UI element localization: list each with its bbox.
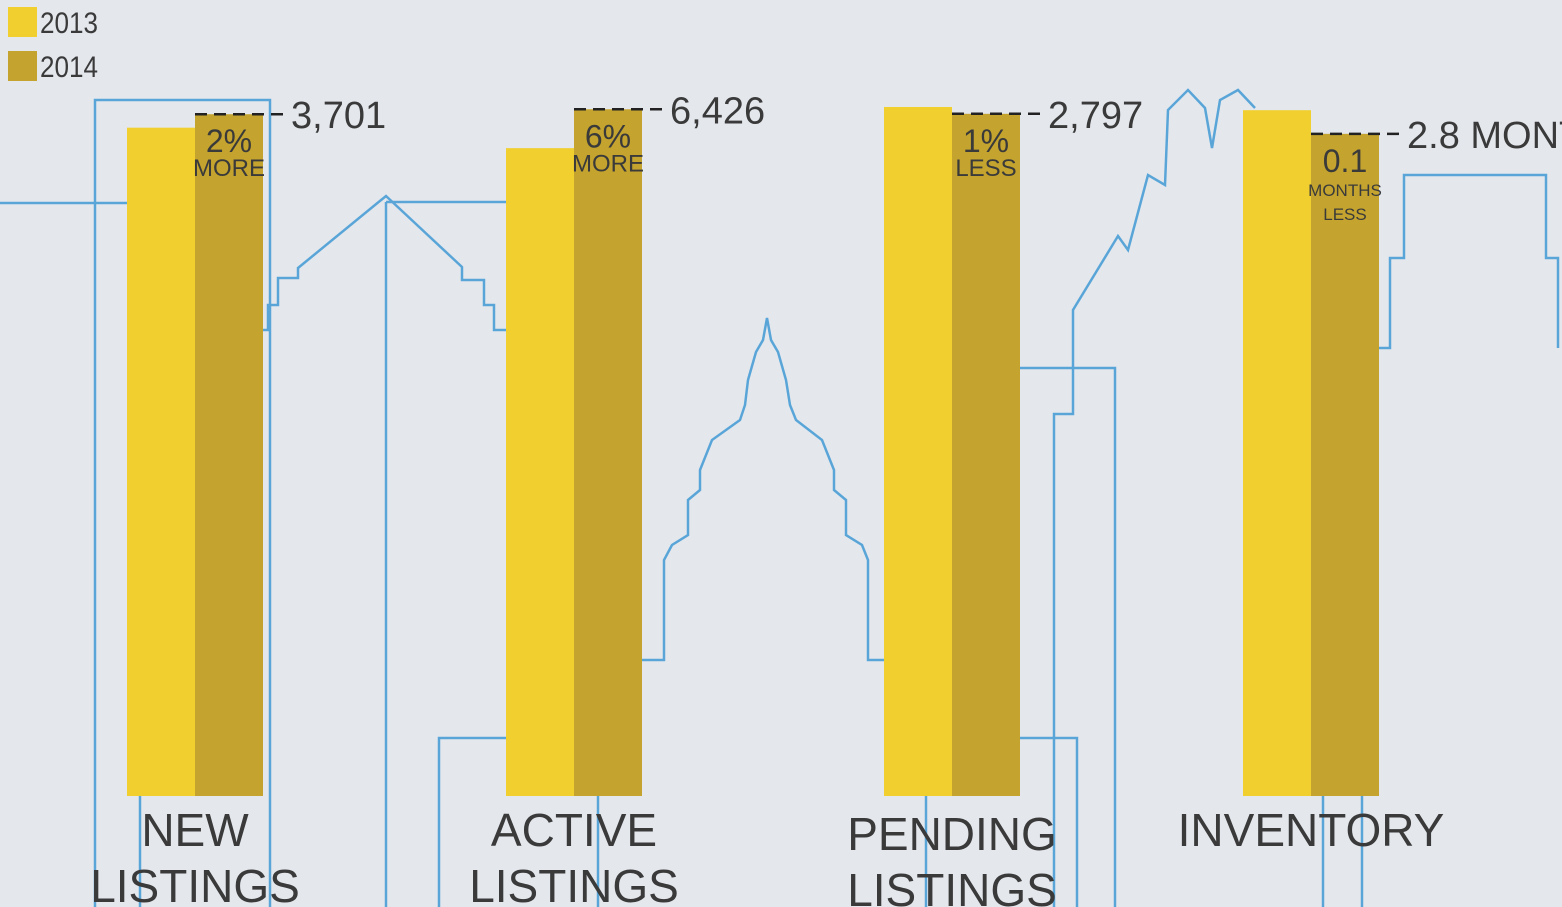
bar bbox=[1243, 110, 1311, 796]
annotation: MONTHS bbox=[1308, 181, 1382, 200]
annotation: 2% bbox=[206, 123, 252, 159]
legend-label: 2014 bbox=[40, 51, 98, 84]
plot: 3,7012%MORENEWLISTINGS6,4266%MOREACTIVEL… bbox=[90, 90, 1562, 907]
bar bbox=[574, 109, 642, 796]
category-label: ACTIVE bbox=[491, 804, 657, 856]
value-label: 2,797 bbox=[1048, 95, 1143, 137]
legend: 2013 2014 bbox=[8, 7, 98, 84]
bar bbox=[1311, 134, 1379, 796]
category-label: LISTINGS bbox=[90, 860, 300, 907]
annotation: 6% bbox=[585, 118, 631, 154]
value-label: 3,701 bbox=[291, 95, 386, 137]
bar bbox=[127, 128, 195, 796]
annotation: MORE bbox=[572, 150, 644, 177]
category-label: NEW bbox=[141, 804, 249, 856]
infographic: 20132014 3,7012%MORENEWLISTINGS6,4266%MO… bbox=[0, 0, 1562, 907]
bar bbox=[506, 148, 574, 796]
category-label: INVENTORY bbox=[1178, 804, 1445, 856]
annotation: LESS bbox=[955, 155, 1016, 182]
bar bbox=[952, 114, 1020, 796]
legend-label: 2013 bbox=[40, 7, 98, 40]
annotation: MORE bbox=[193, 155, 265, 182]
skyline-outline bbox=[1378, 175, 1558, 348]
category-label: LISTINGS bbox=[469, 860, 679, 907]
category-label: PENDING bbox=[847, 808, 1057, 860]
skyline-outline bbox=[1054, 90, 1255, 907]
annotation: LESS bbox=[1323, 205, 1366, 224]
annotation: 1% bbox=[963, 123, 1009, 159]
category-label: LISTINGS bbox=[847, 864, 1057, 907]
skyline-outline bbox=[263, 196, 506, 330]
value-label: 2.8 MONTHS bbox=[1407, 115, 1562, 157]
skyline-outline bbox=[641, 318, 884, 660]
value-label: 6,426 bbox=[670, 90, 765, 132]
bar bbox=[884, 107, 952, 796]
annotation: 0.1 bbox=[1323, 143, 1367, 179]
legend-swatch bbox=[8, 51, 37, 81]
bar bbox=[195, 114, 263, 796]
legend-swatch bbox=[8, 7, 37, 37]
